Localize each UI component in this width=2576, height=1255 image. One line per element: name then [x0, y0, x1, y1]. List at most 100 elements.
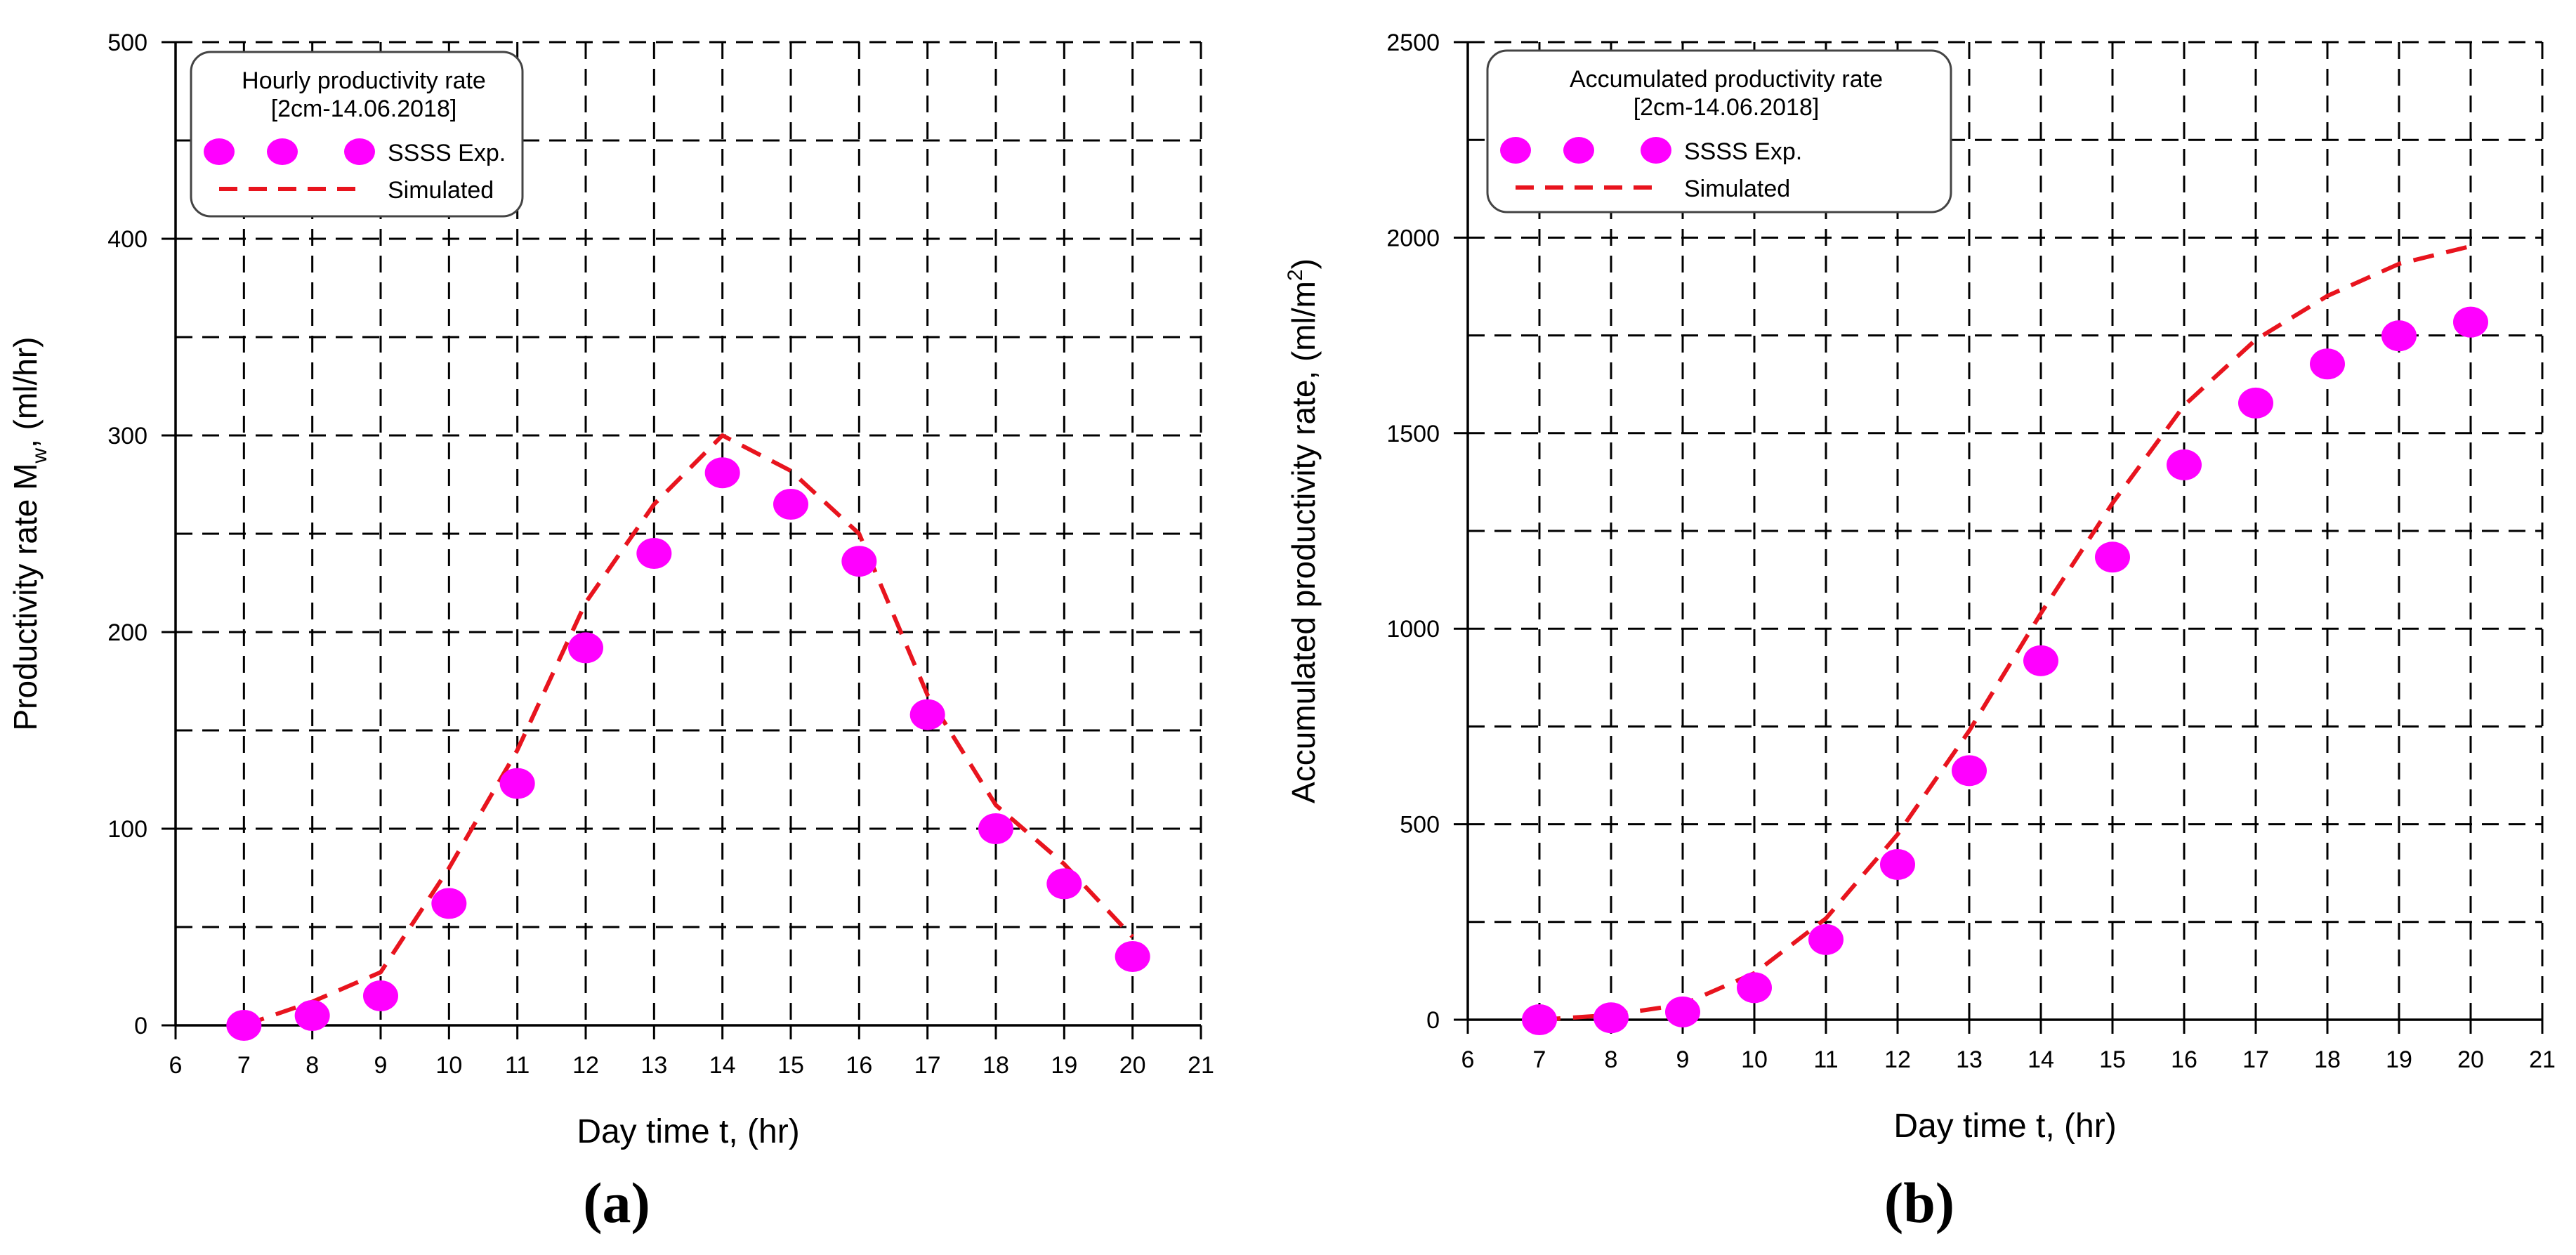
data-point: [1115, 941, 1150, 972]
y-tick-label: 400: [107, 226, 147, 253]
data-point: [2167, 449, 2202, 480]
x-tick-label: 12: [1884, 1046, 1911, 1073]
y-tick-label: 0: [134, 1013, 147, 1039]
x-axis-label: Day time t, (hr): [1893, 1108, 2116, 1145]
data-point: [294, 1000, 330, 1031]
x-tick-label: 16: [846, 1052, 872, 1079]
x-tick-label: 14: [2028, 1046, 2054, 1073]
y-tick-label: 1500: [1386, 421, 1440, 447]
x-tick-label: 18: [983, 1052, 1009, 1079]
legend-marker: [204, 138, 235, 165]
data-point: [1665, 996, 1700, 1027]
data-point: [1737, 972, 1772, 1004]
legend: Hourly productivity rate[2cm-14.06.2018]…: [190, 51, 524, 218]
data-point: [363, 980, 398, 1011]
data-point: [909, 699, 945, 730]
x-tick-label: 6: [169, 1052, 183, 1079]
x-tick-label: 20: [1119, 1052, 1146, 1079]
x-tick-label: 17: [914, 1052, 941, 1079]
data-point: [499, 768, 535, 799]
legend-subtitle: [2cm-14.06.2018]: [1634, 94, 1820, 121]
x-tick-label: 16: [2171, 1046, 2197, 1073]
data-point: [431, 888, 467, 919]
x-tick-label: 21: [1188, 1052, 1214, 1079]
y-tick-label: 500: [107, 29, 147, 56]
x-axis-label: Day time t, (hr): [577, 1113, 799, 1150]
legend-marker: [344, 138, 375, 165]
legend-marker: [1563, 137, 1594, 164]
data-point: [1522, 1004, 1557, 1035]
x-tick-label: 17: [2242, 1046, 2269, 1073]
x-tick-label: 19: [2386, 1046, 2412, 1073]
data-point: [2310, 348, 2345, 380]
y-axis-label: Accumulated productivity rate, (ml/m2): [1284, 258, 1322, 803]
data-point: [1880, 848, 1915, 880]
data-point: [568, 632, 603, 664]
data-point: [2238, 387, 2273, 419]
y-tick-label: 2500: [1386, 29, 1440, 56]
x-tick-label: 21: [2529, 1046, 2556, 1073]
x-tick-label: 9: [1676, 1046, 1690, 1073]
x-tick-label: 7: [1533, 1046, 1546, 1073]
data-point: [841, 546, 877, 577]
x-tick-label: 9: [374, 1052, 388, 1079]
x-tick-label: 11: [1813, 1046, 1838, 1073]
x-tick-label: 10: [435, 1052, 462, 1079]
x-tick-label: 15: [777, 1052, 804, 1079]
data-point: [1952, 755, 1987, 787]
y-axis-label: Productivity rate Mw, (ml/hr): [7, 337, 51, 731]
panel-label: (a): [583, 1171, 650, 1235]
x-tick-label: 18: [2314, 1046, 2341, 1073]
y-tick-label: 1000: [1386, 616, 1440, 643]
data-point: [2023, 645, 2058, 676]
panel-label: (b): [1884, 1171, 1954, 1235]
data-point: [226, 1010, 262, 1041]
data-point: [2453, 306, 2488, 338]
legend-entry-exp: SSSS Exp.: [388, 140, 506, 166]
x-tick-label: 19: [1051, 1052, 1077, 1079]
y-tick-label: 500: [1400, 812, 1440, 839]
legend: Accumulated productivity rate[2cm-14.06.…: [1486, 49, 1952, 213]
legend-entry-exp: SSSS Exp.: [1684, 138, 1802, 165]
chart-panel-b: 6 7 8 9 10 11 12 13 14 15 16 17 18 19 20 21 0 500 1000 1500…: [1284, 29, 2556, 1235]
data-point: [773, 489, 808, 520]
x-tick-label: 8: [305, 1052, 319, 1079]
x-tick-label: 8: [1605, 1046, 1618, 1073]
gridlines: [1468, 41, 2544, 1020]
x-tick-label: 20: [2457, 1046, 2484, 1073]
x-tick-label: 7: [237, 1052, 251, 1079]
x-tick-label: 12: [572, 1052, 599, 1079]
data-point: [704, 457, 740, 489]
legend-marker: [1500, 137, 1531, 164]
x-tick-label: 13: [1956, 1046, 1983, 1073]
y-tick-label: 2000: [1386, 225, 1440, 251]
x-tick-label: 13: [640, 1052, 667, 1079]
data-point: [978, 813, 1013, 844]
simulated-line: [1539, 244, 2471, 1022]
legend-marker: [1641, 137, 1671, 164]
x-tick-label: 10: [1741, 1046, 1768, 1073]
legend-entry-simulated: Simulated: [1684, 176, 1790, 202]
legend-entry-simulated: Simulated: [388, 177, 494, 204]
x-tick-label: 15: [2099, 1046, 2126, 1073]
legend-box: [1486, 49, 1952, 213]
data-point: [636, 538, 672, 569]
x-tick-label: 11: [505, 1052, 530, 1079]
legend-box: [190, 51, 524, 218]
y-tick-label: 0: [1426, 1007, 1440, 1034]
legend-title: Hourly productivity rate: [242, 67, 486, 94]
data-point: [1046, 868, 1082, 900]
data-point: [1593, 1002, 1629, 1034]
legend-title: Accumulated productivity rate: [1570, 66, 1883, 93]
x-tick-label: 6: [1461, 1046, 1475, 1073]
y-tick-label: 100: [107, 816, 147, 843]
data-point: [2095, 541, 2130, 573]
chart-panel-a: 6 7 8 9 10 11 12 13 14 15 16 17 18 19 20 21 0 100 200 300 40…: [7, 29, 1214, 1235]
y-tick-label: 300: [107, 423, 147, 449]
legend-subtitle: [2cm-14.06.2018]: [271, 96, 457, 122]
data-point: [1808, 924, 1844, 955]
data-point: [2381, 320, 2417, 352]
x-tick-label: 14: [709, 1052, 736, 1079]
y-tick-label: 200: [107, 619, 147, 646]
